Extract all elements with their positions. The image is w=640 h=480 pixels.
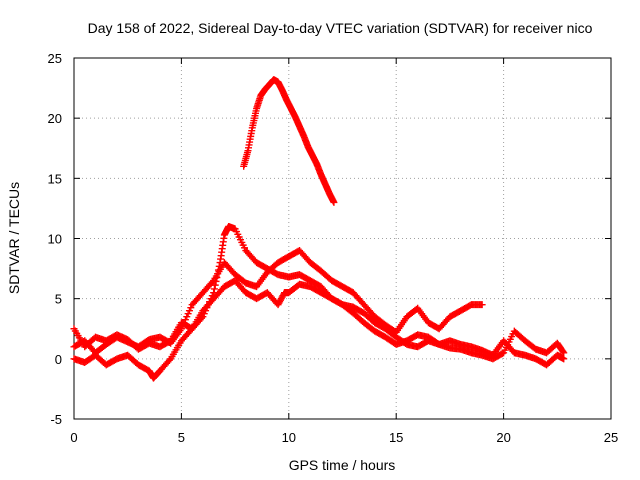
series-satellite-track-peak (240, 76, 338, 206)
data-points (70, 76, 568, 382)
x-tick-label: 10 (282, 430, 296, 445)
data-point (212, 277, 220, 285)
x-tick-label: 25 (604, 430, 618, 445)
y-tick-label: 0 (55, 352, 62, 367)
x-tick-label: 20 (496, 430, 510, 445)
data-point (478, 301, 486, 309)
data-point (214, 266, 222, 274)
data-point (215, 262, 223, 270)
data-point (210, 285, 218, 293)
tick-labels: 0 5 10 15 20 25 -5 0 5 10 15 20 25 (48, 51, 619, 445)
data-point (559, 348, 567, 356)
y-tick-label: 15 (48, 171, 62, 186)
series-satellite-track-c (70, 277, 568, 363)
data-point (560, 349, 568, 357)
data-point (330, 198, 338, 206)
x-axis-label: GPS time / hours (289, 457, 396, 473)
x-tick-label: 0 (70, 430, 77, 445)
grid (74, 58, 611, 419)
y-tick-label: -5 (50, 412, 62, 427)
x-tick-label: 15 (389, 430, 403, 445)
data-point (214, 270, 222, 278)
y-tick-label: 5 (55, 292, 62, 307)
data-point (165, 356, 173, 364)
data-point (560, 355, 568, 363)
y-tick-label: 25 (48, 51, 62, 66)
y-tick-label: 10 (48, 232, 62, 247)
y-axis-label: SDTVAR / TECUs (6, 182, 22, 294)
chart-title: Day 158 of 2022, Sidereal Day-to-day VTE… (88, 20, 593, 36)
data-point (211, 281, 219, 289)
data-point (213, 274, 221, 282)
plot-frame (73, 57, 612, 420)
x-tick-label: 5 (178, 430, 185, 445)
y-tick-label: 20 (48, 111, 62, 126)
